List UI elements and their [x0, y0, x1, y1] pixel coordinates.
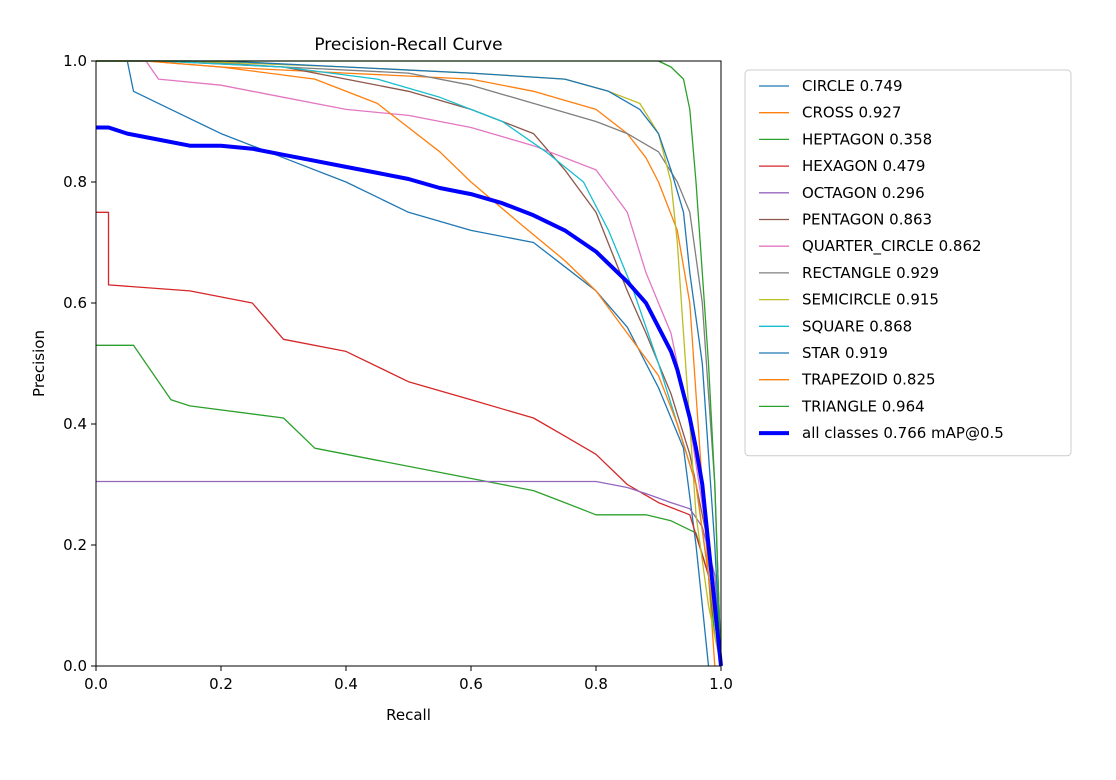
series-line-7	[96, 60, 722, 667]
series-line-9	[96, 60, 722, 667]
series-line-5	[96, 60, 722, 667]
series-line-13	[96, 125, 723, 667]
series-line-12	[96, 60, 722, 667]
x-axis-ticks: 0.0 0.2 0.4 0.6 0.8 1.0	[84, 666, 733, 693]
x-tick-label: 0.2	[209, 675, 233, 693]
legend-label: QUARTER_CIRCLE 0.862	[802, 237, 982, 256]
x-axis-title: Recall	[386, 706, 431, 724]
series-line-2	[96, 344, 722, 667]
x-tick-label: 1.0	[709, 675, 733, 693]
legend-label: CROSS 0.927	[802, 104, 901, 122]
legend-label: TRAPEZOID 0.825	[801, 371, 936, 389]
plot-frame	[95, 60, 722, 667]
y-axis-ticks: 0.0 0.2 0.4 0.6 0.8 1.0	[63, 52, 96, 675]
series-line-6	[96, 60, 722, 667]
series-line-3	[96, 211, 722, 667]
legend-label: STAR 0.919	[802, 344, 888, 362]
series-layer	[96, 60, 723, 667]
x-tick-label: 0.6	[459, 675, 483, 693]
legend-label: PENTAGON 0.863	[802, 211, 932, 229]
legend-label: RECTANGLE 0.929	[802, 264, 939, 282]
x-tick-label: 0.0	[84, 675, 108, 693]
y-tick-label: 0.2	[63, 536, 87, 554]
legend-label: CIRCLE 0.749	[802, 77, 903, 95]
legend-frame	[744, 69, 1072, 457]
series-line-8	[96, 60, 722, 667]
x-tick-label: 0.4	[334, 675, 358, 693]
legend-label: HEXAGON 0.479	[802, 157, 925, 175]
series-line-10	[96, 60, 722, 667]
series-line-11	[96, 60, 722, 667]
y-tick-label: 0.6	[63, 294, 87, 312]
series-line-1	[96, 60, 716, 667]
x-tick-label: 0.8	[584, 675, 608, 693]
y-tick-label: 0.4	[63, 415, 87, 433]
legend: CIRCLE 0.749 CROSS 0.927 HEPTAGON 0.358 HEX…	[744, 69, 1072, 457]
legend-label: TRIANGLE 0.964	[801, 397, 925, 415]
y-tick-label: 0.0	[63, 657, 87, 675]
y-axis-title: Precision	[30, 330, 48, 397]
y-tick-label: 0.8	[63, 173, 87, 191]
legend-label: SEMICIRCLE 0.915	[802, 291, 939, 309]
y-tick-label: 1.0	[63, 52, 87, 70]
series-line-4	[96, 480, 722, 667]
series-line-0	[96, 60, 710, 667]
legend-label: HEPTAGON 0.358	[802, 130, 932, 148]
legend-label: all classes 0.766 mAP@0.5	[802, 424, 1004, 442]
legend-label: OCTAGON 0.296	[802, 184, 925, 202]
legend-label: SQUARE 0.868	[802, 317, 912, 335]
chart-title: Precision-Recall Curve	[314, 35, 502, 55]
